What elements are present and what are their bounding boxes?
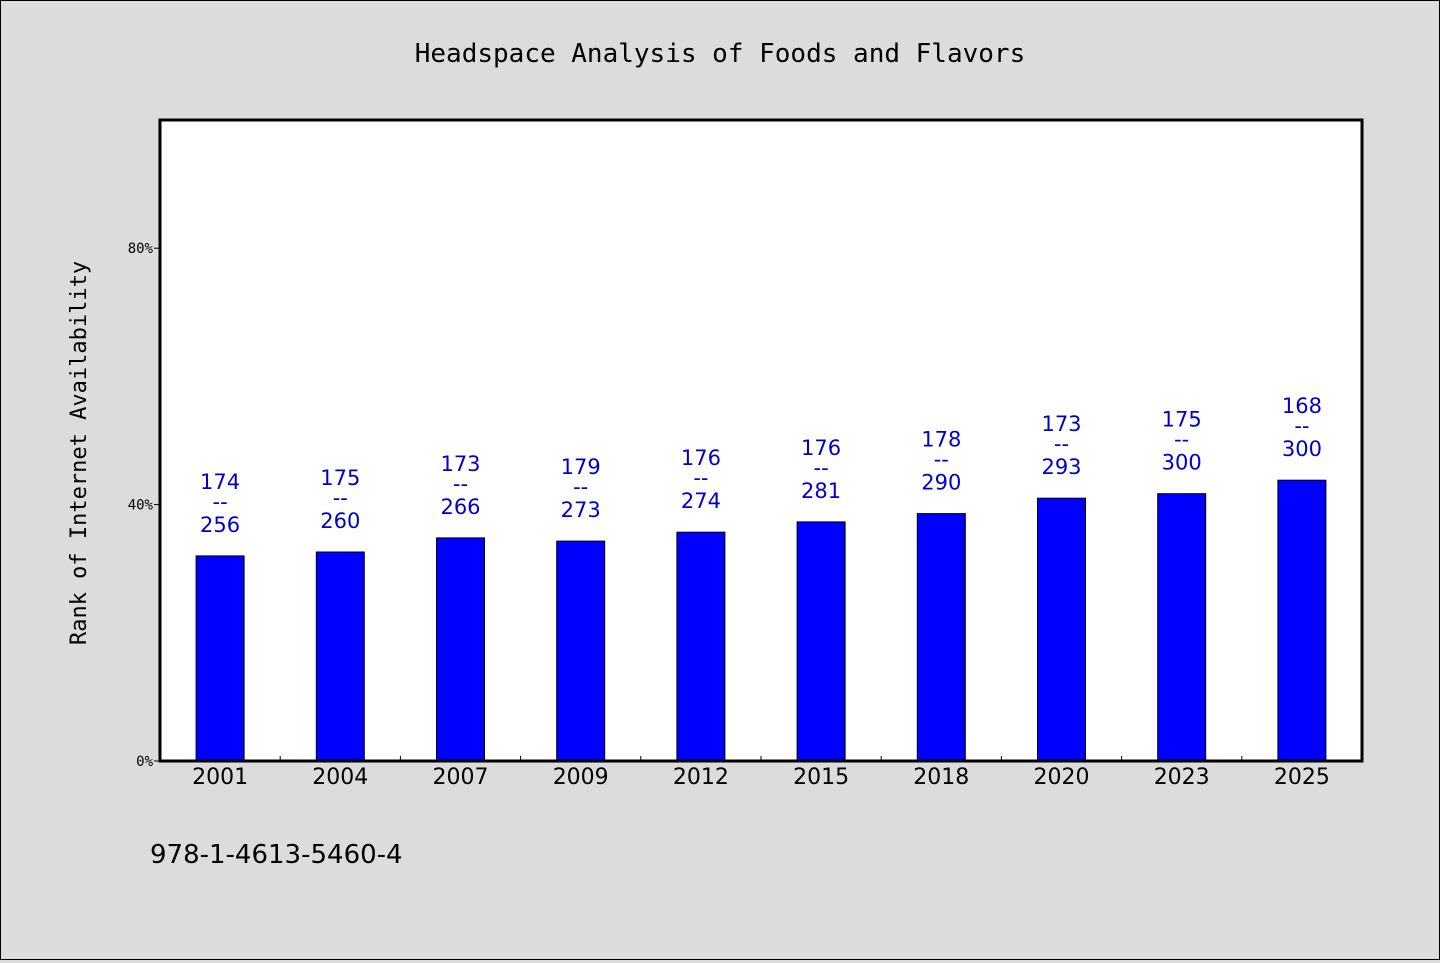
bar (315, 551, 365, 762)
x-tick-label: 2023 (1154, 765, 1210, 790)
data-label-top: 175 (320, 466, 360, 490)
bar (676, 531, 726, 762)
y-tick-label: 40% (128, 498, 154, 514)
data-label-top: 179 (561, 455, 601, 479)
y-tick-label: 0% (136, 754, 153, 770)
data-label-top: 174 (200, 470, 240, 494)
data-labels-layer: 174--256175--260173--266179--273176--274… (200, 394, 1322, 537)
data-label-separator: -- (1054, 432, 1069, 456)
x-tick-label: 2015 (793, 765, 849, 790)
plot-border (158, 118, 1364, 763)
bar (796, 521, 846, 762)
bar (1037, 497, 1086, 762)
data-label-top: 168 (1282, 394, 1322, 418)
x-tick-label: 2012 (673, 765, 729, 790)
data-label-separator: -- (333, 486, 348, 510)
data-label-separator: -- (934, 448, 949, 472)
data-label-separator: -- (453, 472, 468, 496)
data-label-separator: -- (814, 456, 829, 480)
bar (436, 537, 485, 762)
data-label-top: 176 (681, 446, 721, 470)
data-label-bottom: 300 (1162, 451, 1202, 475)
data-label-top: 175 (1162, 408, 1202, 432)
y-tick-label: 80% (128, 241, 154, 257)
x-tick-label: 2020 (1034, 765, 1090, 790)
data-label-top: 176 (801, 436, 841, 460)
bar (1157, 493, 1207, 762)
data-label-separator: -- (1174, 428, 1189, 452)
bar (916, 513, 966, 762)
chart-title: Headspace Analysis of Foods and Flavors (415, 39, 1025, 69)
data-label-separator: -- (693, 466, 708, 490)
x-tick-label: 2004 (312, 765, 368, 790)
data-label-bottom: 274 (681, 489, 721, 513)
x-tick-label: 2001 (192, 765, 248, 790)
data-label-bottom: 256 (200, 513, 240, 537)
data-label-bottom: 290 (921, 471, 961, 495)
bar (195, 555, 245, 762)
x-tick-label: 2009 (553, 765, 609, 790)
data-label-bottom: 260 (320, 509, 360, 533)
data-label-bottom: 281 (801, 479, 841, 503)
data-label-bottom: 300 (1282, 437, 1322, 461)
data-label-top: 178 (921, 428, 961, 452)
footer-text: 978-1-4613-5460-4 (150, 840, 403, 870)
data-label-separator: -- (573, 475, 588, 499)
x-tick-label: 2025 (1274, 765, 1330, 790)
bar (556, 540, 606, 762)
data-label-separator: -- (213, 490, 228, 514)
data-label-bottom: 273 (561, 498, 601, 522)
data-label-top: 173 (1041, 412, 1081, 436)
bar (1277, 479, 1327, 762)
x-tick-label: 2007 (433, 765, 489, 790)
data-label-bottom: 293 (1041, 455, 1081, 479)
data-label-bottom: 266 (440, 495, 480, 519)
y-axis-label: Rank of Internet Availability (67, 261, 92, 645)
bars-layer (195, 479, 1327, 762)
data-label-top: 173 (440, 452, 480, 476)
x-tick-label: 2018 (913, 765, 969, 790)
data-label-separator: -- (1294, 414, 1309, 438)
